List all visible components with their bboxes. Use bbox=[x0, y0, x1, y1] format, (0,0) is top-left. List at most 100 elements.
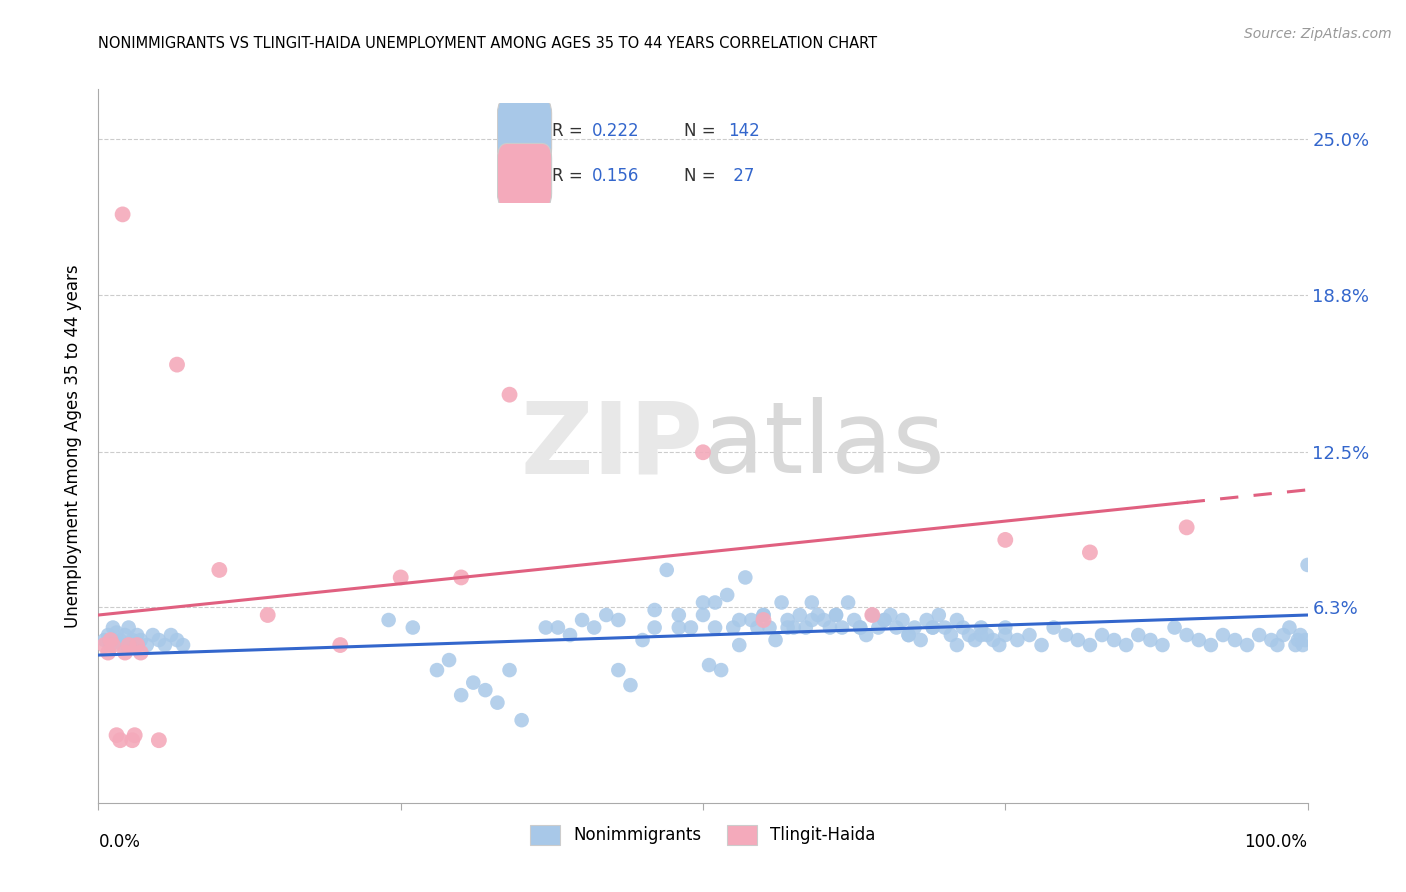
Point bbox=[668, 607, 690, 622]
Point bbox=[547, 621, 569, 635]
Point bbox=[794, 621, 817, 635]
Point bbox=[782, 621, 804, 635]
Point bbox=[844, 613, 866, 627]
Point bbox=[897, 628, 920, 642]
Point bbox=[1212, 628, 1234, 642]
Point bbox=[426, 663, 449, 677]
Text: atlas: atlas bbox=[703, 398, 945, 494]
Point bbox=[740, 613, 762, 627]
Point bbox=[153, 638, 176, 652]
Point bbox=[728, 613, 751, 627]
Point bbox=[970, 628, 993, 642]
Point bbox=[800, 613, 823, 627]
Point bbox=[463, 675, 485, 690]
Point bbox=[928, 607, 950, 622]
Point bbox=[1102, 633, 1125, 648]
Point bbox=[450, 570, 472, 584]
Point bbox=[124, 638, 146, 652]
Point bbox=[108, 733, 131, 747]
Point bbox=[111, 638, 134, 652]
Point bbox=[1091, 628, 1114, 642]
Point bbox=[114, 646, 136, 660]
Point bbox=[510, 713, 533, 727]
Point bbox=[994, 621, 1017, 635]
Point bbox=[121, 733, 143, 747]
Point bbox=[1139, 633, 1161, 648]
Point bbox=[752, 613, 775, 627]
Point bbox=[873, 613, 896, 627]
Point bbox=[946, 638, 969, 652]
Point bbox=[166, 633, 188, 648]
Point bbox=[558, 628, 581, 642]
Point bbox=[118, 621, 141, 635]
Point bbox=[697, 658, 720, 673]
Point bbox=[256, 607, 278, 622]
Point bbox=[377, 613, 399, 627]
Point bbox=[837, 595, 859, 609]
Point bbox=[1007, 633, 1029, 648]
Point bbox=[879, 607, 901, 622]
Point bbox=[770, 595, 793, 609]
Point bbox=[813, 613, 835, 627]
Point bbox=[619, 678, 641, 692]
Point bbox=[716, 588, 738, 602]
Point bbox=[1223, 633, 1246, 648]
Point bbox=[97, 628, 120, 642]
Point bbox=[1152, 638, 1174, 652]
Point bbox=[825, 607, 848, 622]
Point bbox=[607, 663, 630, 677]
Point bbox=[595, 607, 617, 622]
Point bbox=[127, 628, 149, 642]
Point bbox=[101, 638, 124, 652]
Point bbox=[860, 607, 883, 622]
Point bbox=[108, 633, 131, 648]
Point bbox=[571, 613, 593, 627]
Point bbox=[752, 607, 775, 622]
Point bbox=[1054, 628, 1077, 642]
Point bbox=[1289, 628, 1312, 642]
Point bbox=[679, 621, 702, 635]
Point bbox=[498, 387, 520, 401]
Point bbox=[1115, 638, 1137, 652]
Point bbox=[105, 728, 128, 742]
Point bbox=[994, 628, 1017, 642]
Text: Source: ZipAtlas.com: Source: ZipAtlas.com bbox=[1244, 27, 1392, 41]
Point bbox=[111, 207, 134, 221]
Point bbox=[127, 638, 149, 652]
Point bbox=[976, 628, 998, 642]
Point bbox=[208, 563, 231, 577]
Point bbox=[1067, 633, 1090, 648]
Point bbox=[970, 621, 993, 635]
Point bbox=[988, 638, 1011, 652]
Point bbox=[655, 563, 678, 577]
Point bbox=[849, 621, 872, 635]
Point bbox=[692, 607, 714, 622]
Text: ZIP: ZIP bbox=[520, 398, 703, 494]
Point bbox=[644, 603, 666, 617]
Point bbox=[1284, 638, 1306, 652]
Point bbox=[897, 628, 920, 642]
Point bbox=[910, 633, 932, 648]
Point bbox=[402, 621, 425, 635]
Text: 0.0%: 0.0% bbox=[98, 833, 141, 851]
Point bbox=[129, 633, 152, 648]
Point bbox=[474, 683, 496, 698]
Point bbox=[921, 621, 943, 635]
Point bbox=[668, 621, 690, 635]
Point bbox=[915, 613, 938, 627]
Point bbox=[957, 628, 980, 642]
Point bbox=[873, 613, 896, 627]
Point bbox=[789, 607, 811, 622]
Point bbox=[329, 638, 352, 652]
Point bbox=[818, 621, 841, 635]
Point bbox=[1128, 628, 1150, 642]
Point bbox=[692, 595, 714, 609]
Point bbox=[607, 613, 630, 627]
Point bbox=[734, 570, 756, 584]
Point bbox=[904, 621, 927, 635]
Point bbox=[1042, 621, 1064, 635]
Point bbox=[160, 628, 183, 642]
Point bbox=[148, 733, 170, 747]
Point bbox=[1078, 638, 1101, 652]
Point bbox=[172, 638, 194, 652]
